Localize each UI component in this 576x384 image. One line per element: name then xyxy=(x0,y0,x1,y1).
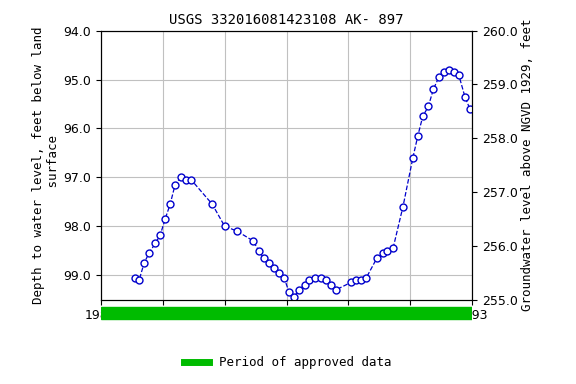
Bar xyxy=(101,307,472,319)
Y-axis label: Depth to water level, feet below land
 surface: Depth to water level, feet below land su… xyxy=(32,26,60,304)
Title: USGS 332016081423108 AK- 897: USGS 332016081423108 AK- 897 xyxy=(169,13,404,27)
Legend: Period of approved data: Period of approved data xyxy=(179,351,397,374)
Y-axis label: Groundwater level above NGVD 1929, feet: Groundwater level above NGVD 1929, feet xyxy=(521,19,534,311)
